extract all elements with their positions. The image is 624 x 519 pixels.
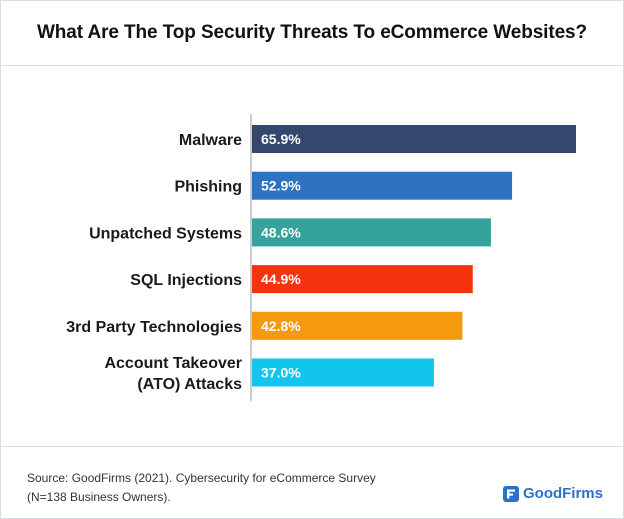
brand-logo: GoodFirms <box>502 485 603 502</box>
category-label-0: Malware <box>179 132 242 149</box>
category-label-2: Unpatched Systems <box>89 225 242 242</box>
chart-title: What Are The Top Security Threats To eCo… <box>36 22 588 43</box>
bar-value-label-4: 42.8% <box>261 318 301 334</box>
brand-name: GoodFirms <box>522 485 603 502</box>
bar-5 <box>252 358 434 387</box>
source-note: Source: GoodFirms (2021). Cybersecurity … <box>27 469 376 507</box>
bar-2 <box>252 218 491 247</box>
goodfirms-logo-icon <box>502 485 519 502</box>
category-label-5-line-0: Account Takeover <box>104 355 242 372</box>
category-label-3: SQL Injections <box>130 272 242 289</box>
bar-value-label-2: 48.6% <box>261 224 301 240</box>
bar-3 <box>252 265 473 294</box>
bar-value-label-5: 37.0% <box>261 365 301 381</box>
category-label-1: Phishing <box>174 179 242 196</box>
footer: Source: GoodFirms (2021). Cybersecurity … <box>1 446 623 519</box>
bar-value-label-1: 52.9% <box>261 178 301 194</box>
category-label-5-line-1: (ATO) Attacks <box>137 376 242 393</box>
bar-1 <box>252 171 513 200</box>
title-bar: What Are The Top Security Threats To eCo… <box>1 1 623 66</box>
bar-chart: 65.9% Malware 52.9% Phishing 48.6% Unpatched … <box>66 114 576 401</box>
source-line-1: Source: GoodFirms (2021). Cybersecurity … <box>27 471 376 485</box>
bar-0 <box>252 125 576 153</box>
category-label-4: 3rd Party Technologies <box>66 319 242 336</box>
bar-value-label-3: 44.9% <box>261 271 301 287</box>
bar-4 <box>252 311 463 340</box>
bar-value-label-0: 65.9% <box>261 131 301 147</box>
source-line-2: (N=138 Business Owners). <box>27 490 171 504</box>
